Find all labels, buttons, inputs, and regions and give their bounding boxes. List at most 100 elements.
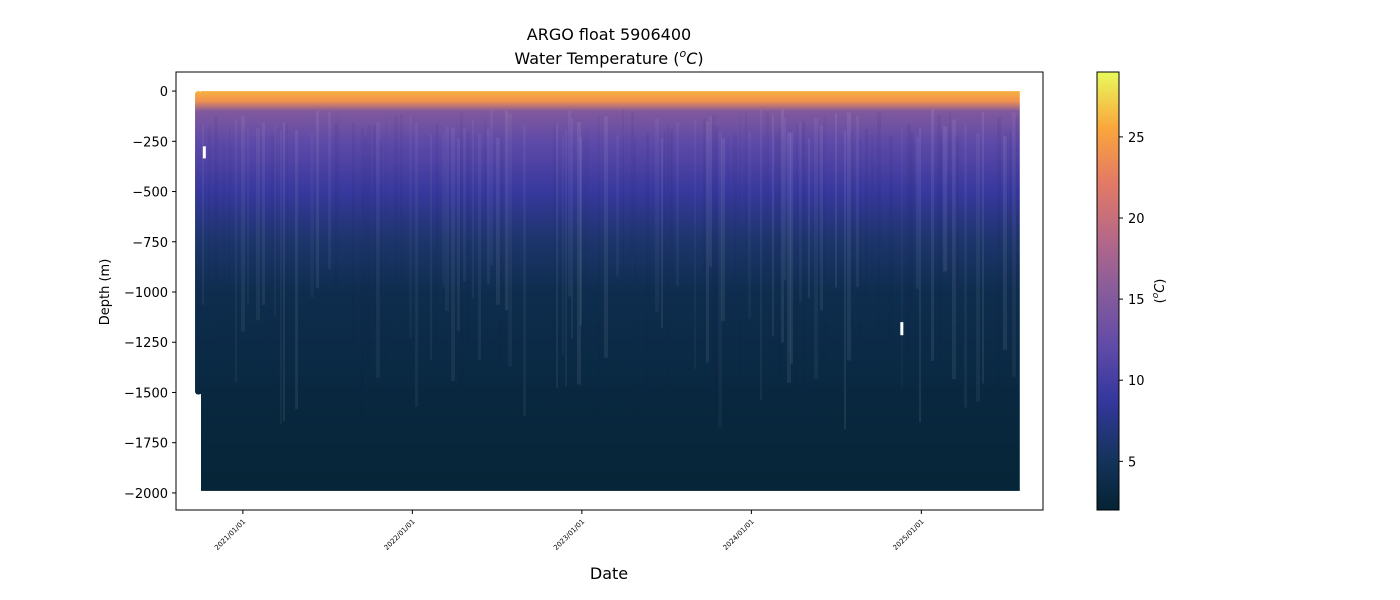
profile-streak xyxy=(409,117,412,339)
profile-streak xyxy=(712,114,717,370)
profile-streak xyxy=(478,133,482,360)
profile-streak xyxy=(964,125,968,408)
profile-streak xyxy=(766,111,770,270)
y-tick-label: −750 xyxy=(132,236,168,251)
profile-streak xyxy=(556,123,559,389)
profile-streak xyxy=(787,132,792,383)
profile-streak xyxy=(820,125,824,311)
profile-streak xyxy=(877,112,882,332)
profile-streak xyxy=(931,109,935,361)
profile-streak xyxy=(373,125,377,329)
profile-streak xyxy=(997,117,1002,387)
profile-streak xyxy=(856,115,860,288)
profile-streak xyxy=(379,139,382,304)
profile-streak xyxy=(586,126,589,321)
x-tick-label: 2025/01/01 xyxy=(892,518,926,552)
profile-streak xyxy=(955,136,960,292)
profile-streak xyxy=(823,116,827,365)
profile-streak xyxy=(580,137,583,326)
profile-streak xyxy=(364,135,368,356)
y-tick-label: −250 xyxy=(132,135,168,150)
y-tick-label: 0 xyxy=(160,85,168,100)
profile-streak xyxy=(865,128,869,299)
profile-streak xyxy=(223,138,225,349)
profile-streak xyxy=(1003,135,1008,350)
profile-streak xyxy=(415,122,419,407)
profile-streak xyxy=(490,109,494,266)
colorbar-label-sup: o xyxy=(1151,292,1161,298)
profile-streak xyxy=(646,131,650,396)
y-tick-label: −1750 xyxy=(124,437,168,452)
profile-streak xyxy=(451,127,456,381)
profile-streak xyxy=(1012,112,1017,377)
profile-streak xyxy=(235,118,238,383)
profile-streak xyxy=(1006,131,1009,311)
profile-streak xyxy=(562,135,565,355)
profiles-region xyxy=(201,91,1020,491)
profile-streak xyxy=(709,116,713,268)
profile-streak xyxy=(670,129,674,277)
profile-streak xyxy=(505,110,509,311)
profile-streak xyxy=(661,137,664,329)
y-axis: 0 −250 −500 −750 −1000 −1250 −1500 −1750 −2000 xyxy=(124,85,176,502)
profile-streak xyxy=(508,113,513,367)
profile-streak xyxy=(760,109,763,401)
profile-streak xyxy=(565,129,568,387)
chart-subtitle-unit: C xyxy=(686,49,698,68)
profile-streak xyxy=(721,138,726,321)
profile-streak xyxy=(262,122,266,305)
y-tick-label: −1500 xyxy=(124,386,168,401)
profile-streak xyxy=(733,133,738,349)
profile-streak xyxy=(910,133,915,311)
profile-streak xyxy=(676,122,680,287)
profile-streak xyxy=(775,132,780,289)
colorbar-tick-label: 20 xyxy=(1128,212,1145,227)
y-tick-label: −1000 xyxy=(124,286,168,301)
x-tick-label: 2022/01/01 xyxy=(383,518,417,552)
profile-streak xyxy=(634,137,637,419)
profile-streak xyxy=(553,122,557,406)
chart-subtitle-prefix: Water Temperature ( xyxy=(514,49,679,68)
y-axis-label: Depth (m) xyxy=(98,259,113,326)
profile-streak xyxy=(280,131,283,425)
profile-streak xyxy=(748,132,751,319)
profile-streak xyxy=(664,131,667,328)
x-axis-label: Date xyxy=(590,564,628,583)
profile-streak xyxy=(271,134,276,424)
profile-streak xyxy=(457,137,461,332)
profile-streak xyxy=(796,125,799,390)
profile-streak xyxy=(940,134,943,370)
profile-streak xyxy=(871,134,874,278)
profile-streak xyxy=(727,137,729,311)
profile-streak xyxy=(361,128,365,414)
chart-subtitle: Water Temperature (oC) xyxy=(514,47,703,68)
profile-streak xyxy=(889,135,894,337)
profile-streak xyxy=(568,111,572,297)
x-tick-label: 2024/01/01 xyxy=(722,518,756,552)
profile-streak xyxy=(808,138,811,299)
missing-data-gap xyxy=(202,146,206,159)
profile-streak xyxy=(622,109,625,286)
profile-streak xyxy=(466,131,471,344)
profile-streak xyxy=(571,118,574,339)
profile-streak xyxy=(583,135,586,336)
profile-streak xyxy=(745,112,748,322)
colorbar-tick-label: 15 xyxy=(1128,293,1145,308)
profile-streak xyxy=(442,133,445,287)
colorbar-label: (oC) xyxy=(1151,279,1168,304)
chart-subtitle-suffix: ) xyxy=(697,49,703,68)
profile-streak xyxy=(814,117,819,379)
profile-streak xyxy=(937,115,942,315)
profile-streak xyxy=(484,118,487,342)
profile-streak xyxy=(229,129,232,297)
colorbar-label-unit: C xyxy=(1153,283,1168,293)
profile-streak xyxy=(487,128,491,284)
profile-streak xyxy=(763,135,765,298)
colorbar-tick-label: 5 xyxy=(1128,455,1136,470)
colorbar-label-suffix: ) xyxy=(1153,279,1168,284)
profile-streak xyxy=(703,118,707,272)
plot-frame xyxy=(175,71,1044,511)
profile-streak xyxy=(739,114,741,385)
colorbar-tick-label: 10 xyxy=(1128,374,1145,389)
profile-streak xyxy=(802,121,806,413)
